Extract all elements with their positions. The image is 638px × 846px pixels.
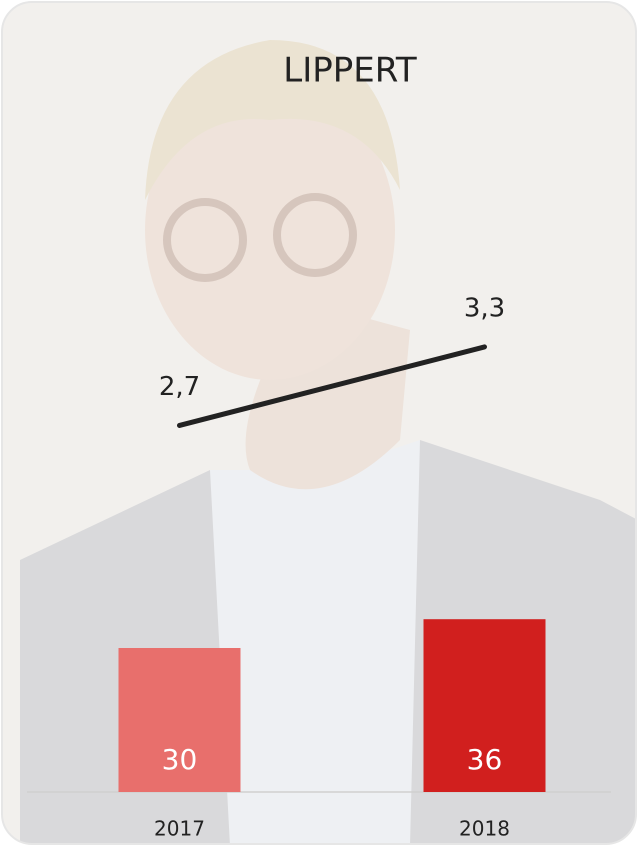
bar [423, 619, 546, 792]
line-value-label: 3,3 [464, 293, 505, 323]
chart-title: LIPPERT [283, 51, 417, 91]
bar-value-label: 36 [467, 743, 503, 776]
bar-value-label: 30 [162, 743, 198, 776]
line [177, 344, 487, 428]
bar [118, 648, 241, 792]
x-tick-label: 2018 [459, 817, 510, 841]
line-value-label: 2,7 [159, 372, 200, 402]
x-tick-label: 2017 [154, 817, 205, 841]
